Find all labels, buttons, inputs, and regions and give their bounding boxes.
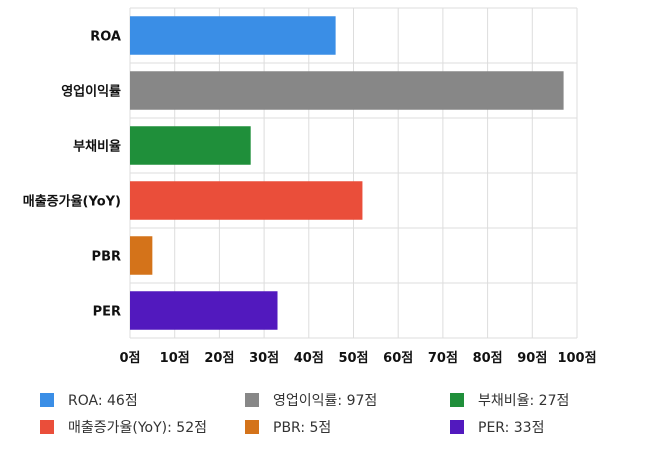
x-tick-label: 0점 <box>119 351 140 366</box>
x-tick-labels: 0점 10점 20점 30점 40점 50점 60점 70점 80점 90점 100점 <box>119 351 596 366</box>
bar[interactable] <box>130 16 336 55</box>
category-label: 매출증가율(YoY) <box>23 194 121 210</box>
x-tick-label: 50점 <box>338 351 368 366</box>
legend-item-operating-margin[interactable]: 영업이익률: 97점 <box>245 390 377 410</box>
legend-item-roa[interactable]: ROA: 46점 <box>40 390 138 410</box>
legend-swatch <box>245 420 259 434</box>
grid-lines <box>129 7 578 339</box>
bar[interactable] <box>130 181 363 220</box>
bars <box>130 16 564 330</box>
legend-label: ROA: 46점 <box>68 393 138 409</box>
x-tick-label: 90점 <box>517 351 547 366</box>
x-tick-label: 80점 <box>473 351 503 366</box>
category-label: PER <box>93 305 121 320</box>
x-tick-label: 70점 <box>428 351 458 366</box>
legend-label: PBR: 5점 <box>273 420 332 436</box>
x-tick-label: 30점 <box>249 351 279 366</box>
legend-label: 매출증가율(YoY): 52점 <box>68 420 207 436</box>
legend-swatch <box>450 420 464 434</box>
legend-item-revenue-growth[interactable]: 매출증가율(YoY): 52점 <box>40 417 207 437</box>
legend-swatch <box>40 420 54 434</box>
category-label: 영업이익률 <box>61 84 121 100</box>
bar[interactable] <box>130 71 564 110</box>
bar[interactable] <box>130 291 278 330</box>
x-tick-label: 10점 <box>160 351 190 366</box>
category-label: ROA <box>90 30 121 45</box>
legend-label: 부채비율: 27점 <box>478 393 570 409</box>
bar[interactable] <box>130 236 153 275</box>
legend-label: 영업이익률: 97점 <box>273 393 378 409</box>
x-tick-label: 20점 <box>204 351 234 366</box>
legend-swatch <box>245 393 259 407</box>
x-tick-label: 40점 <box>294 351 324 366</box>
legend-swatch <box>450 393 464 407</box>
legend-swatch <box>40 393 54 407</box>
category-label: PBR <box>92 250 121 265</box>
legend-item-debt-ratio[interactable]: 부채비율: 27점 <box>450 390 569 410</box>
legend-label: PER: 33점 <box>478 420 545 436</box>
x-tick-label: 100점 <box>557 351 596 366</box>
x-tick-label: 60점 <box>383 351 413 366</box>
legend-item-per[interactable]: PER: 33점 <box>450 417 544 437</box>
category-label: 부채비율 <box>73 139 121 155</box>
legend-item-pbr[interactable]: PBR: 5점 <box>245 417 331 437</box>
bar[interactable] <box>130 126 251 165</box>
